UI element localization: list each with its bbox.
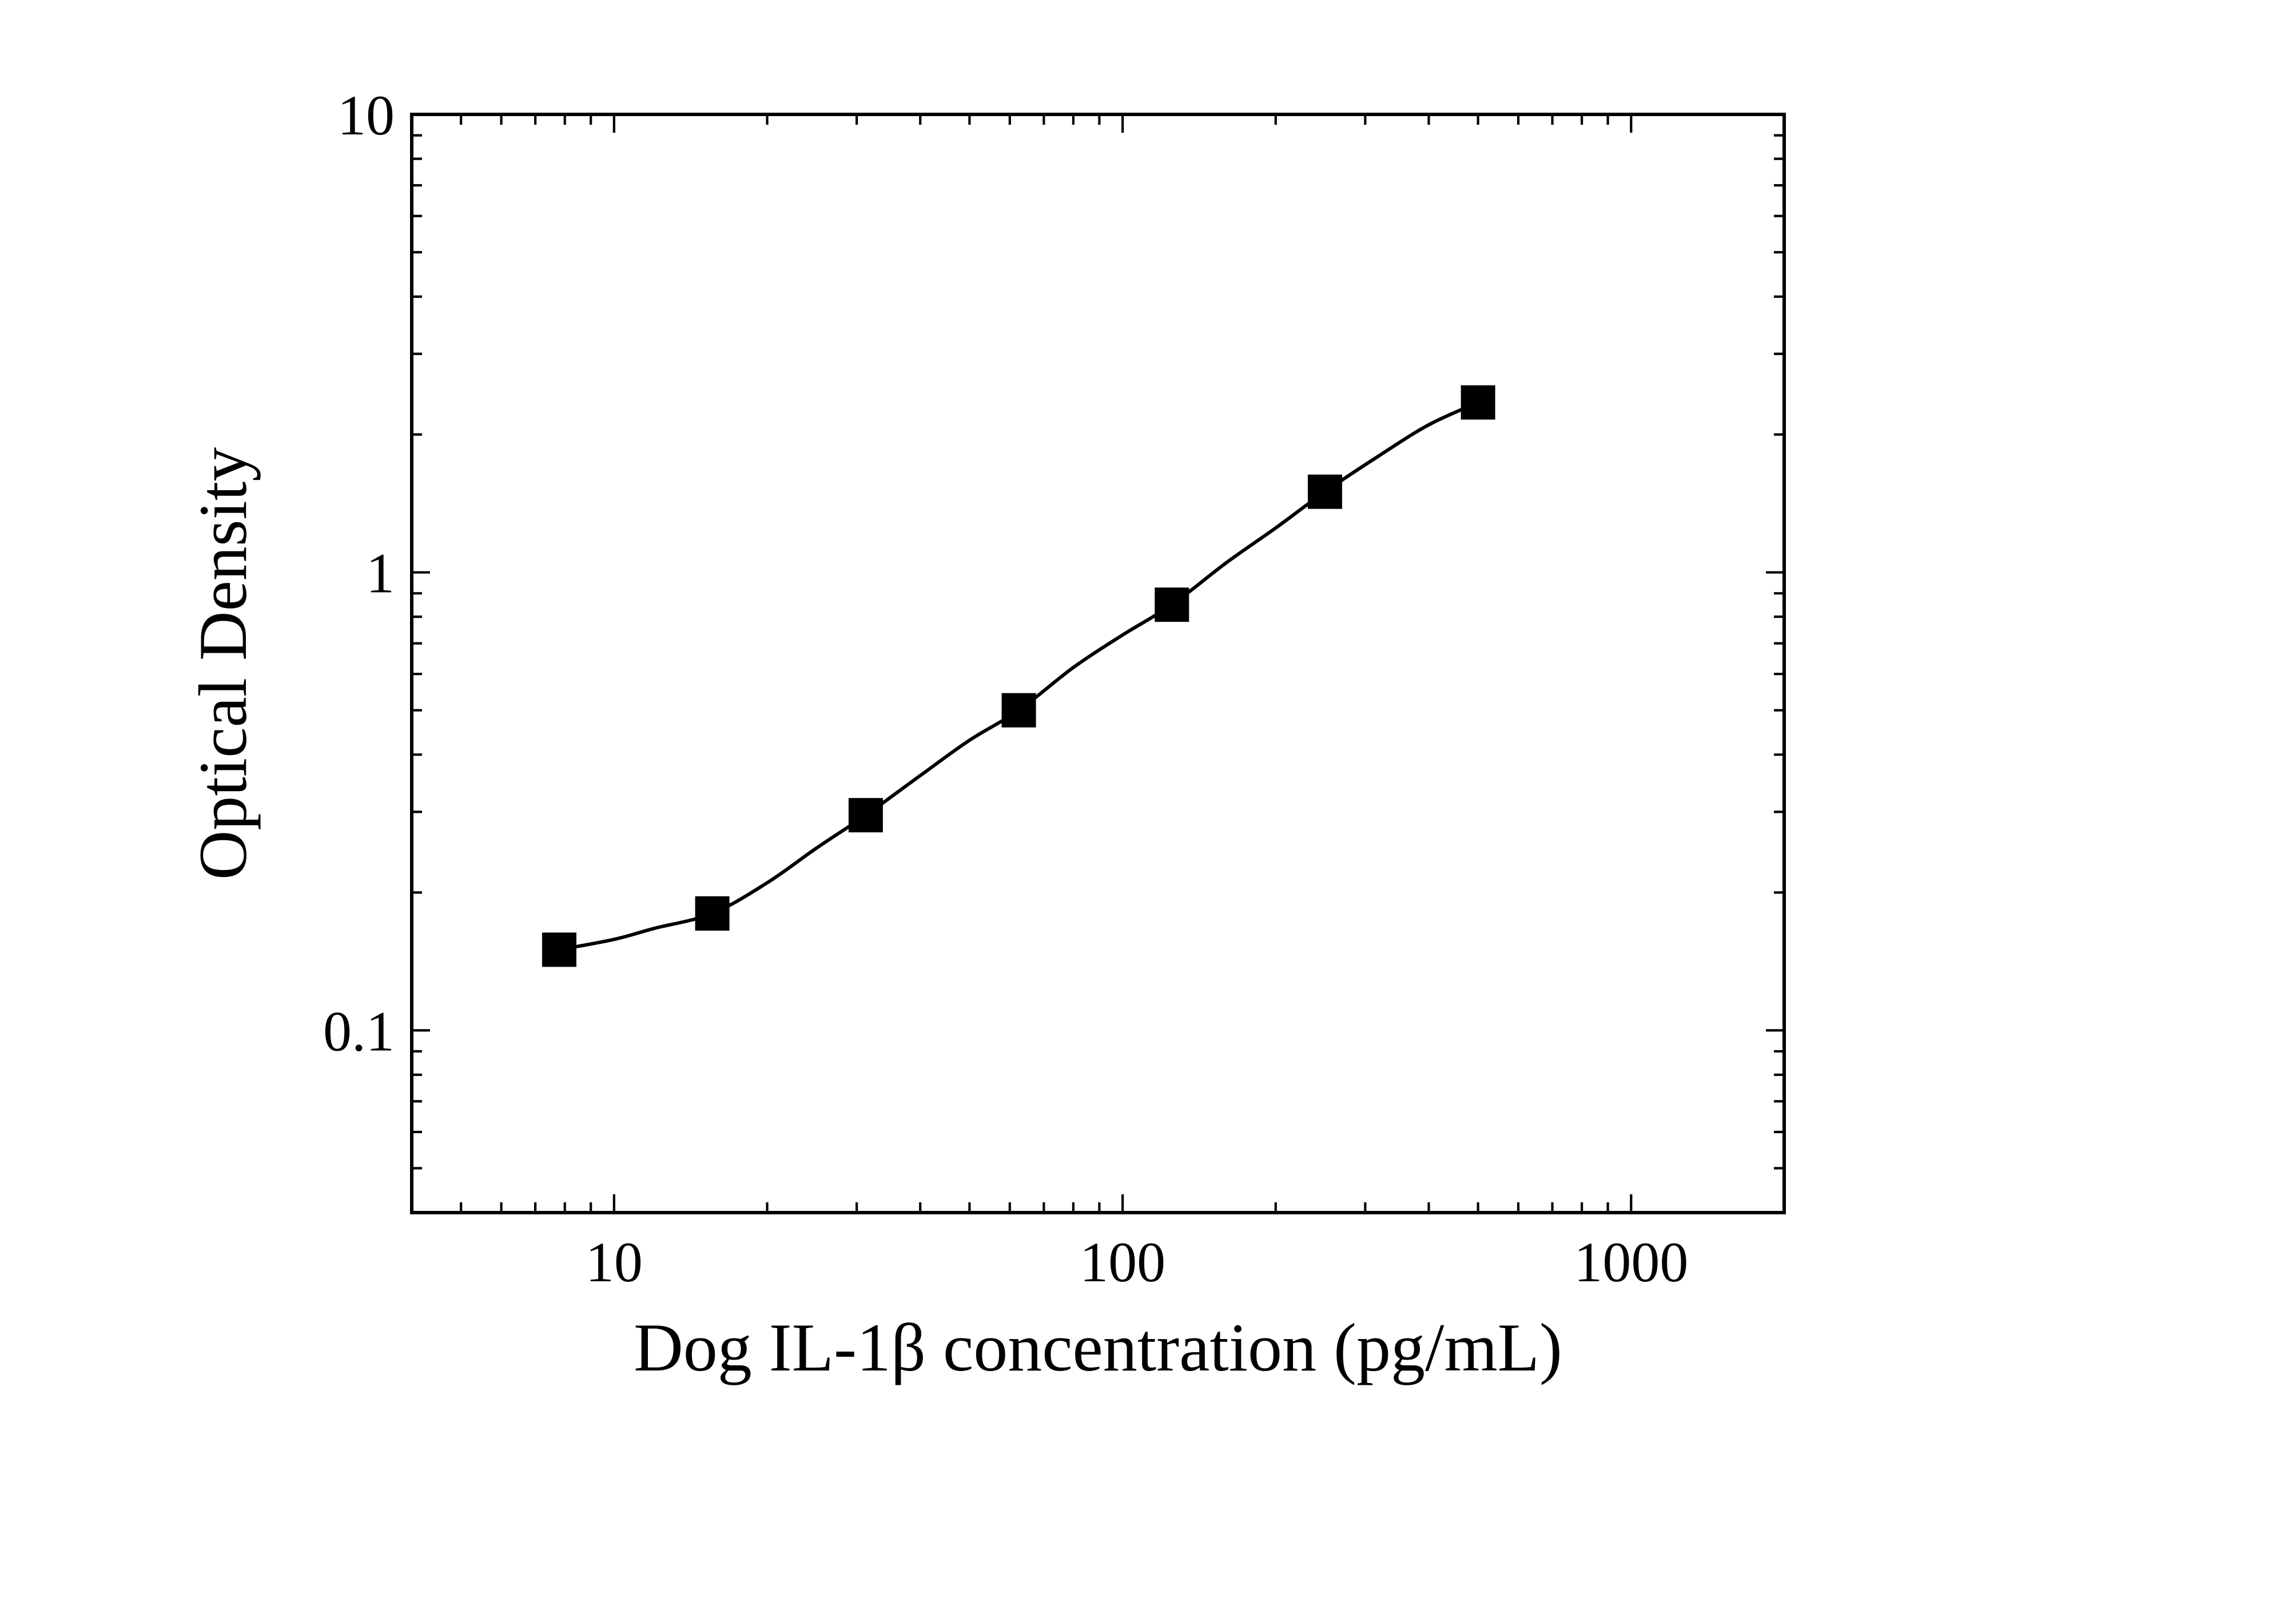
y-tick-label: 0.1 (323, 999, 395, 1063)
y-tick-label: 1 (366, 542, 395, 605)
x-tick-label: 10 (586, 1230, 643, 1294)
data-marker (1308, 475, 1342, 509)
data-marker (849, 798, 883, 832)
x-tick-label: 100 (1080, 1230, 1165, 1294)
data-marker (1155, 587, 1189, 622)
standard-curve-chart: 10 100 1000 0.1 1 10 Dog IL-1β concentration (… (0, 0, 2296, 1605)
data-marker (695, 896, 730, 931)
y-tick-label: 10 (337, 84, 395, 147)
chart-container: 10 100 1000 0.1 1 10 Dog IL-1β concentration (… (0, 0, 2296, 1605)
data-marker (542, 932, 576, 967)
data-marker (1002, 693, 1036, 728)
x-tick-label: 1000 (1574, 1230, 1688, 1294)
y-axis-label: Optical Density (185, 447, 261, 880)
x-axis-label: Dog IL-1β concentration (pg/mL) (634, 1309, 1562, 1385)
data-marker (1461, 386, 1495, 420)
